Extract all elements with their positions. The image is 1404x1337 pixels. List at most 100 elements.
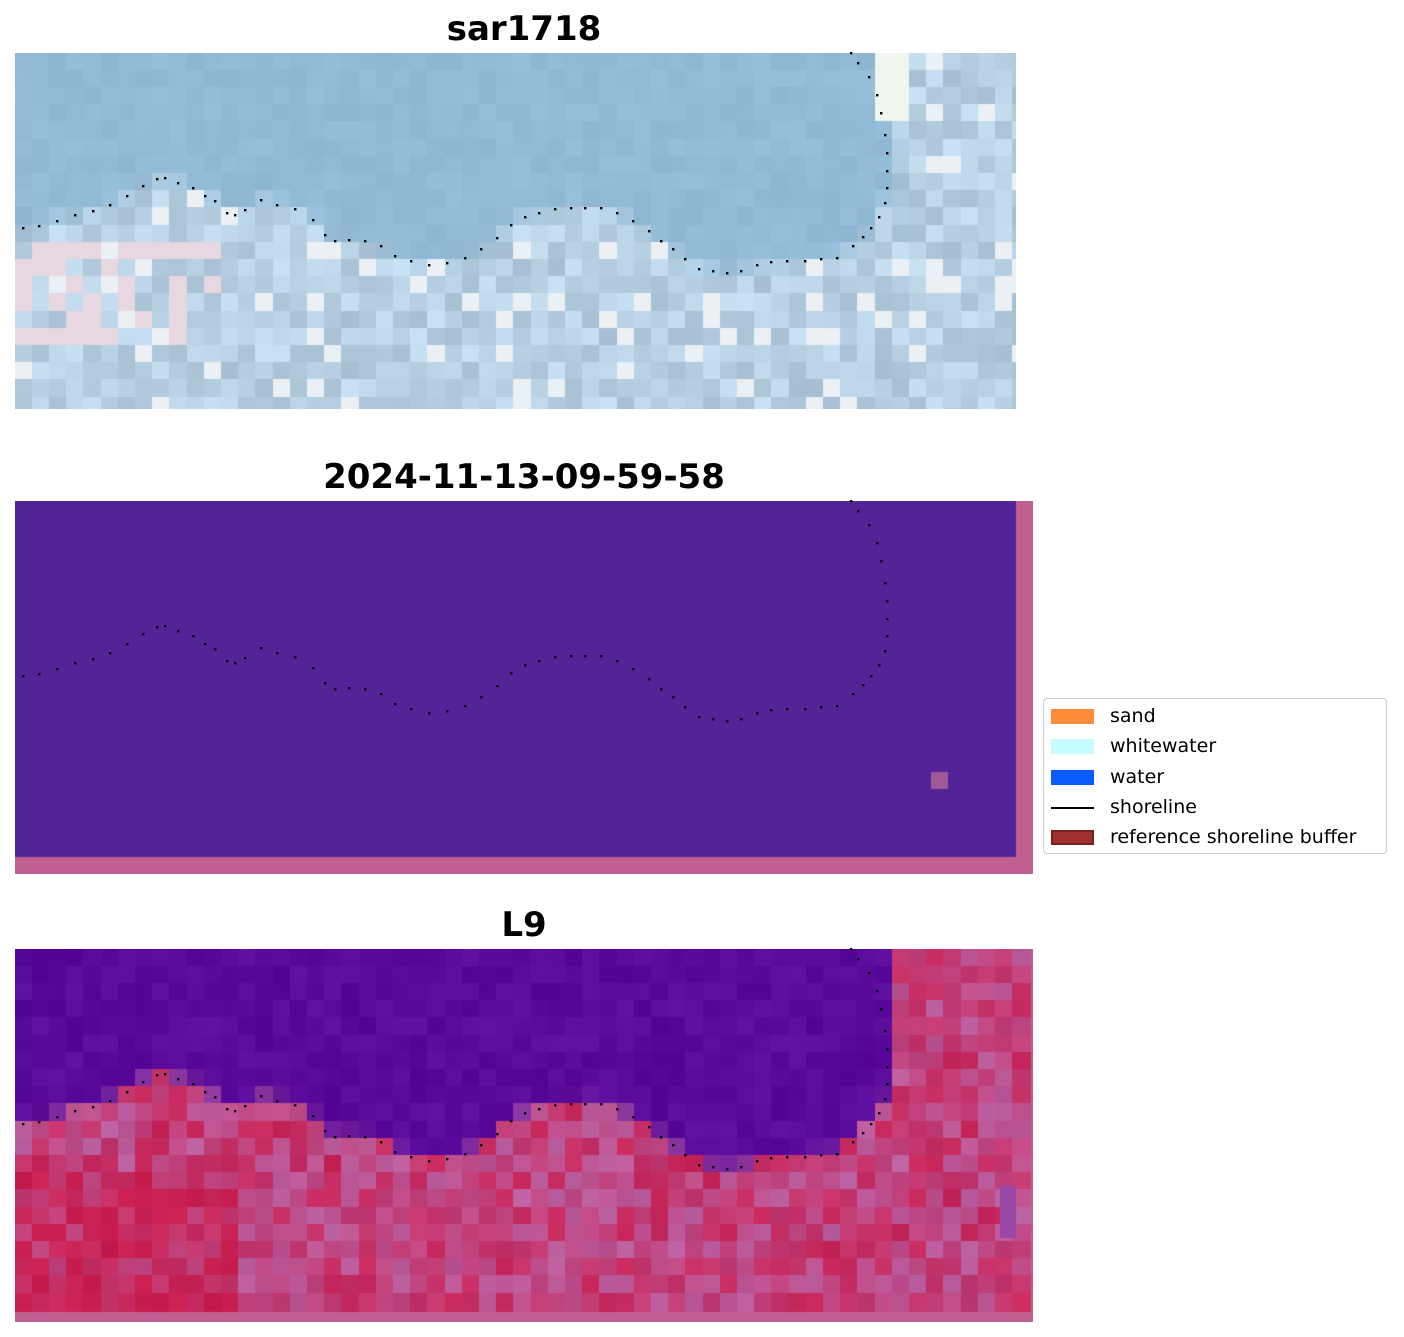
shoreline-point (862, 236, 865, 239)
shoreline-point (584, 655, 587, 658)
shoreline-point (510, 672, 513, 675)
shoreline-point (312, 667, 315, 670)
shoreline-point (660, 1136, 663, 1139)
shoreline-point (600, 655, 603, 658)
shoreline-point (726, 720, 729, 723)
shoreline-point (570, 207, 573, 210)
legend: sand whitewater water shoreline referenc… (1043, 698, 1387, 854)
shoreline-point (884, 650, 887, 653)
shoreline-point (600, 207, 603, 210)
shoreline-point (109, 652, 112, 655)
shoreline-point (109, 1100, 112, 1103)
shoreline-point (698, 268, 701, 271)
shoreline-point (324, 682, 327, 685)
shoreline-point (464, 1153, 467, 1156)
shoreline-point (364, 240, 367, 243)
shoreline-point (632, 1116, 635, 1119)
shoreline-point (214, 1096, 217, 1099)
shoreline-point (884, 582, 887, 585)
shoreline-point (192, 1083, 195, 1086)
shoreline-point (364, 1136, 367, 1139)
shoreline-point (857, 958, 860, 961)
shoreline-point (740, 718, 743, 721)
shoreline-point (880, 560, 883, 563)
shoreline-point (884, 1098, 887, 1101)
shoreline-point (244, 1105, 247, 1108)
shoreline-point (886, 152, 889, 155)
shoreline-point (878, 216, 881, 219)
shoreline-point (886, 618, 889, 621)
shoreline-point (538, 1108, 541, 1111)
shoreline-point (464, 257, 467, 260)
shoreline-point (74, 662, 77, 665)
legend-label: whitewater (1110, 735, 1217, 757)
shoreline-point (446, 710, 449, 713)
shoreline-point (496, 1133, 499, 1136)
shoreline-point (804, 260, 807, 263)
shoreline-point (109, 204, 112, 207)
shoreline-point (570, 1103, 573, 1106)
shoreline-point (428, 712, 431, 715)
shoreline-point (244, 209, 247, 212)
shoreline-point (862, 1132, 865, 1135)
shoreline-point (886, 187, 889, 190)
classified-image-panel (15, 500, 1033, 874)
shoreline-point (164, 625, 167, 628)
shoreline-point (38, 225, 41, 228)
shoreline-overlay (22, 52, 889, 275)
index-image (15, 949, 1033, 1322)
shoreline-point (38, 1121, 41, 1124)
shoreline-point (480, 1144, 483, 1147)
shoreline-point (312, 219, 315, 222)
shoreline-point (204, 643, 207, 646)
shoreline-point (156, 178, 159, 181)
legend-item-reference-buffer: reference shoreline buffer (1051, 826, 1386, 848)
shoreline-point (260, 199, 263, 202)
shoreline-point (648, 678, 651, 681)
shoreline-point (862, 684, 865, 687)
shoreline-point (380, 245, 383, 248)
shoreline-point (92, 658, 95, 661)
shoreline-point (756, 264, 759, 267)
shoreline-point (410, 1156, 413, 1159)
shoreline-point (868, 76, 871, 79)
shoreline-point (260, 1095, 263, 1098)
shoreline-point (632, 668, 635, 671)
shoreline-point (126, 195, 129, 198)
legend-swatch (1051, 830, 1094, 845)
shoreline-point (804, 1156, 807, 1159)
shoreline-point (428, 264, 431, 267)
shoreline-point (584, 207, 587, 210)
shoreline-point (836, 705, 839, 708)
shoreline-point (22, 1123, 25, 1126)
shoreline-point (92, 1106, 95, 1109)
shoreline-point (632, 220, 635, 223)
shoreline-point (880, 1008, 883, 1011)
shoreline-point (852, 1141, 855, 1144)
classified-image (15, 501, 1033, 874)
shoreline-point (294, 208, 297, 211)
shoreline-point (192, 187, 195, 190)
shoreline-point (878, 1112, 881, 1115)
shoreline-point (616, 660, 619, 663)
shoreline-point (192, 635, 195, 638)
shoreline-point (446, 262, 449, 265)
shoreline-point (857, 510, 860, 513)
shoreline-point (334, 240, 337, 243)
shoreline-point (142, 633, 145, 636)
shoreline-point (712, 270, 715, 273)
shoreline-point (214, 200, 217, 203)
shoreline-point (126, 643, 129, 646)
shoreline-point (884, 202, 887, 205)
panel-title-rgb: sar1718 (446, 9, 602, 49)
shoreline-overlay (22, 948, 889, 1171)
shoreline-point (276, 204, 279, 207)
shoreline-point (260, 647, 263, 650)
shoreline-point (880, 112, 883, 115)
shoreline-point (804, 708, 807, 711)
shoreline-point (74, 1110, 77, 1113)
shoreline-point (204, 195, 207, 198)
shoreline-point (142, 185, 145, 188)
shoreline-point (226, 212, 229, 215)
shoreline-point (92, 210, 95, 213)
